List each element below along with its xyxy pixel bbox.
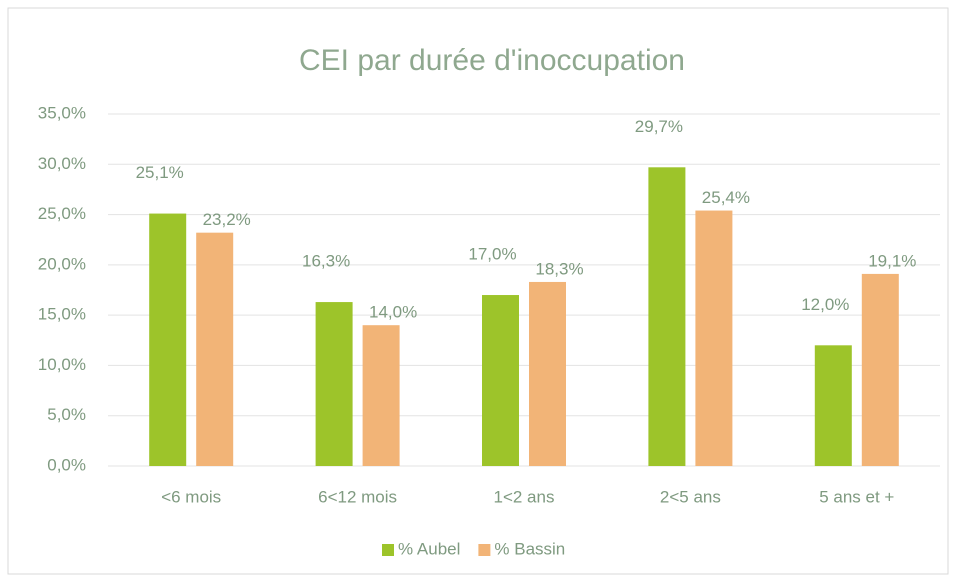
data-label: 25,1% <box>136 163 184 182</box>
x-tick-label: 5 ans et + <box>819 487 894 506</box>
bar <box>695 210 733 466</box>
bar <box>814 345 852 466</box>
bar <box>315 302 353 466</box>
data-label: 23,2% <box>203 210 251 229</box>
data-label: 18,3% <box>535 259 583 278</box>
x-tick-label: 6<12 mois <box>318 487 397 506</box>
y-tick-label: 0,0% <box>47 455 86 474</box>
legend-swatch <box>478 544 491 556</box>
bar <box>482 295 519 466</box>
y-tick-label: 20,0% <box>38 254 86 273</box>
bar <box>529 281 566 466</box>
legend-swatch <box>382 544 394 556</box>
bar <box>149 213 187 466</box>
legend-label: % Bassin <box>494 539 565 558</box>
data-label: 16,3% <box>302 252 350 271</box>
bar <box>196 232 234 466</box>
y-tick-label: 35,0% <box>38 103 86 122</box>
y-tick-label: 15,0% <box>38 305 86 324</box>
data-label: 25,4% <box>702 188 750 207</box>
y-tick-label: 5,0% <box>47 405 86 424</box>
bar <box>648 167 686 466</box>
bar <box>861 273 899 466</box>
y-tick-label: 10,0% <box>38 355 86 374</box>
x-tick-label: <6 mois <box>161 487 221 506</box>
data-label: 29,7% <box>635 117 683 136</box>
data-label: 19,1% <box>868 251 916 270</box>
x-tick-label: 2<5 ans <box>660 487 721 506</box>
y-tick-label: 25,0% <box>38 204 86 223</box>
chart-border <box>7 7 949 575</box>
data-label: 12,0% <box>801 295 849 314</box>
x-tick-label: 1<2 ans <box>494 487 555 506</box>
data-label: 17,0% <box>468 245 516 264</box>
bar <box>362 325 400 466</box>
legend-label: % Aubel <box>398 539 460 558</box>
y-tick-label: 30,0% <box>38 154 86 173</box>
chart-title: CEI par durée d'inoccupation <box>299 44 685 77</box>
data-label: 14,0% <box>369 303 417 322</box>
